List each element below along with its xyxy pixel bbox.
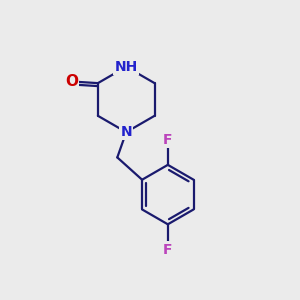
Text: NH: NH [115,60,138,74]
Text: F: F [163,133,172,147]
Text: F: F [163,243,172,256]
Text: N: N [120,125,132,139]
Text: O: O [65,74,78,89]
